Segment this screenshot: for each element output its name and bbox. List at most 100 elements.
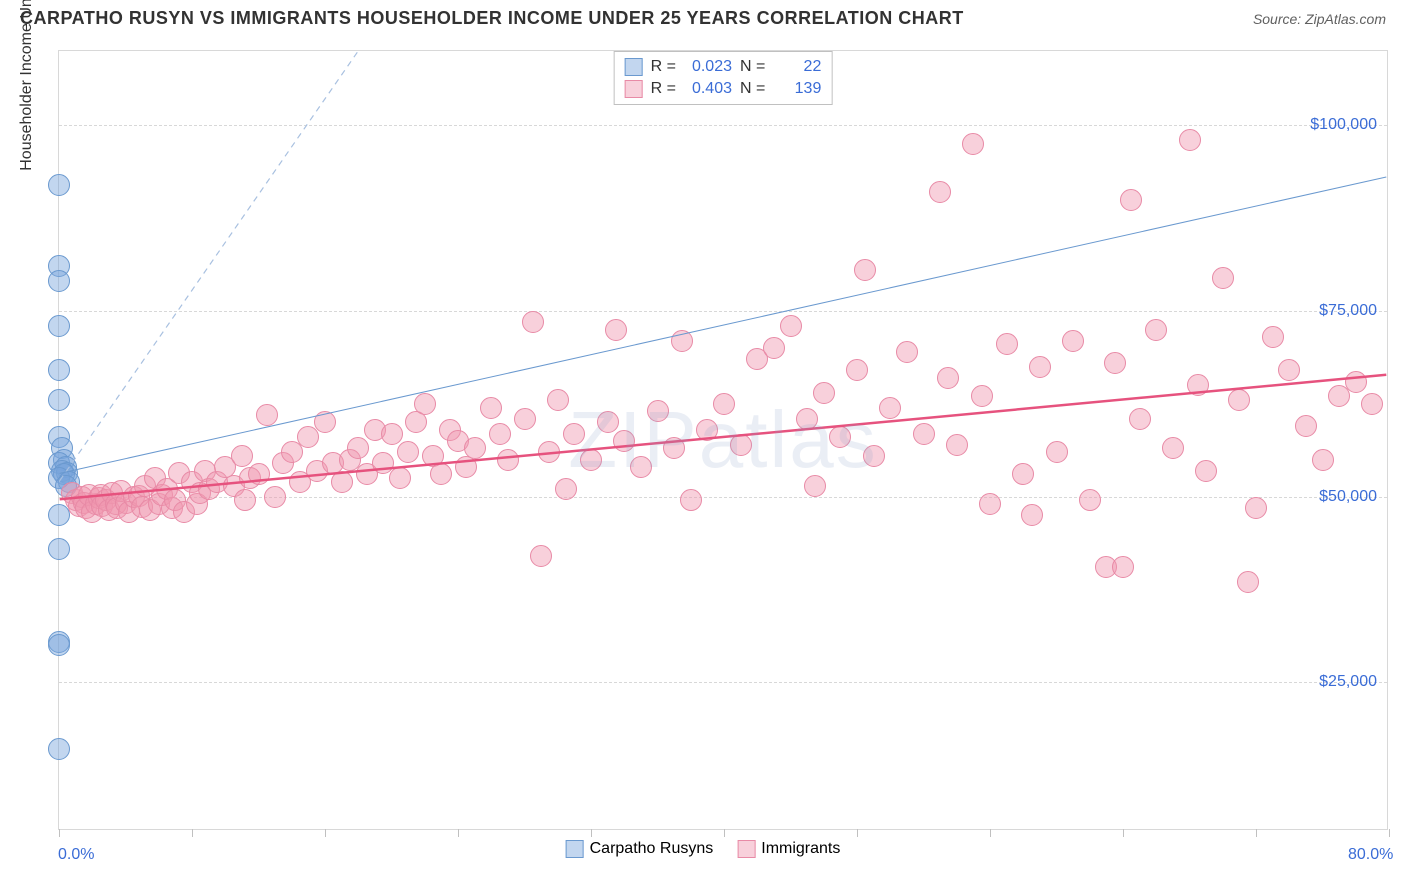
- data-point: [879, 397, 901, 419]
- data-point: [1012, 463, 1034, 485]
- data-point: [1046, 441, 1068, 463]
- data-point: [1228, 389, 1250, 411]
- series-name: Carpatho Rusyns: [590, 840, 714, 858]
- data-point: [1237, 571, 1259, 593]
- legend-row-series-1: R = 0.403 N = 139: [625, 78, 822, 100]
- n-value: 139: [773, 80, 821, 98]
- chart-plot-area: $25,000$50,000$75,000$100,000 ZIPatlas R…: [58, 50, 1388, 830]
- xtick: [857, 829, 858, 837]
- data-point: [563, 423, 585, 445]
- swatch-series-0: [625, 58, 643, 76]
- data-point: [231, 445, 253, 467]
- ytick-label: $25,000: [1319, 673, 1377, 691]
- data-point: [996, 333, 1018, 355]
- xtick: [192, 829, 193, 837]
- data-point: [1295, 415, 1317, 437]
- data-point: [680, 489, 702, 511]
- data-point: [796, 408, 818, 430]
- data-point: [663, 437, 685, 459]
- data-point: [971, 385, 993, 407]
- data-point: [48, 315, 70, 337]
- data-point: [913, 423, 935, 445]
- gridline-h: [59, 497, 1387, 498]
- data-point: [946, 434, 968, 456]
- data-point: [962, 133, 984, 155]
- data-point: [530, 545, 552, 567]
- chart-title: CARPATHO RUSYN VS IMMIGRANTS HOUSEHOLDER…: [20, 8, 964, 29]
- data-point: [1312, 449, 1334, 471]
- data-point: [256, 404, 278, 426]
- xtick: [458, 829, 459, 837]
- data-point: [829, 426, 851, 448]
- data-point: [730, 434, 752, 456]
- data-point: [1112, 556, 1134, 578]
- source-label: Source: ZipAtlas.com: [1253, 11, 1386, 27]
- data-point: [1179, 129, 1201, 151]
- legend-item-series-0: Carpatho Rusyns: [566, 840, 714, 858]
- ytick-label: $100,000: [1310, 116, 1377, 134]
- data-point: [314, 411, 336, 433]
- data-point: [1129, 408, 1151, 430]
- ytick-label: $75,000: [1319, 302, 1377, 320]
- xtick-label: 80.0%: [1348, 846, 1393, 864]
- y-axis-title: Householder Income Under 25 years: [18, 0, 36, 240]
- n-label: N =: [740, 80, 765, 98]
- data-point: [713, 393, 735, 415]
- data-point: [937, 367, 959, 389]
- data-point: [48, 538, 70, 560]
- ytick-label: $50,000: [1319, 488, 1377, 506]
- xtick: [990, 829, 991, 837]
- data-point: [597, 411, 619, 433]
- data-point: [605, 319, 627, 341]
- data-point: [264, 486, 286, 508]
- data-point: [430, 463, 452, 485]
- data-point: [1079, 489, 1101, 511]
- data-point: [1245, 497, 1267, 519]
- swatch-series-0: [566, 840, 584, 858]
- data-point: [414, 393, 436, 415]
- data-point: [613, 430, 635, 452]
- r-value: 0.403: [684, 80, 732, 98]
- data-point: [1212, 267, 1234, 289]
- data-point: [489, 423, 511, 445]
- gridline-h: [59, 125, 1387, 126]
- data-point: [514, 408, 536, 430]
- series-name: Immigrants: [761, 840, 840, 858]
- data-point: [48, 389, 70, 411]
- data-point: [48, 634, 70, 656]
- xtick: [325, 829, 326, 837]
- data-point: [331, 471, 353, 493]
- data-point: [1345, 371, 1367, 393]
- data-point: [1162, 437, 1184, 459]
- data-point: [48, 270, 70, 292]
- data-point: [780, 315, 802, 337]
- data-point: [813, 382, 835, 404]
- data-point: [48, 738, 70, 760]
- data-point: [381, 423, 403, 445]
- swatch-series-1: [737, 840, 755, 858]
- data-point: [547, 389, 569, 411]
- data-point: [464, 437, 486, 459]
- data-point: [854, 259, 876, 281]
- n-value: 22: [773, 58, 821, 76]
- data-point: [1262, 326, 1284, 348]
- xtick: [1256, 829, 1257, 837]
- data-point: [48, 174, 70, 196]
- xtick: [59, 829, 60, 837]
- data-point: [763, 337, 785, 359]
- data-point: [1145, 319, 1167, 341]
- data-point: [671, 330, 693, 352]
- xtick: [1123, 829, 1124, 837]
- r-label: R =: [651, 58, 676, 76]
- series-legend: Carpatho Rusyns Immigrants: [566, 840, 841, 858]
- data-point: [846, 359, 868, 381]
- data-point: [1062, 330, 1084, 352]
- data-point: [580, 449, 602, 471]
- data-point: [1278, 359, 1300, 381]
- data-point: [863, 445, 885, 467]
- r-value: 0.023: [684, 58, 732, 76]
- xtick: [724, 829, 725, 837]
- data-point: [896, 341, 918, 363]
- data-point: [389, 467, 411, 489]
- data-point: [1104, 352, 1126, 374]
